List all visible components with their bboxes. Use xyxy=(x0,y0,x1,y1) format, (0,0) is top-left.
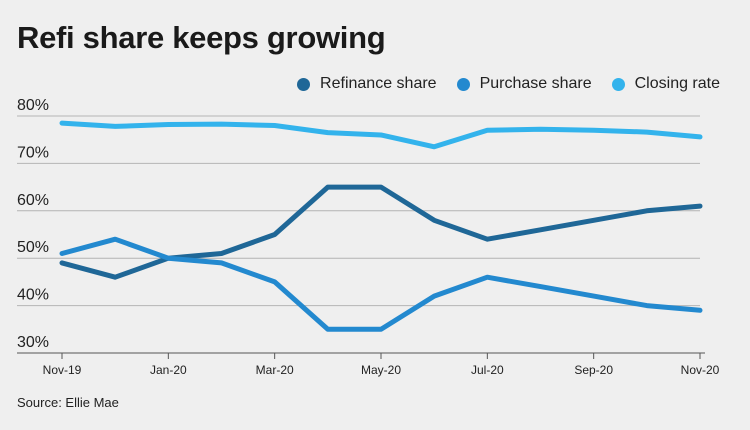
y-tick-label: 50% xyxy=(17,239,49,256)
chart-title: Refi share keeps growing xyxy=(17,20,386,55)
x-tick-label: Jul-20 xyxy=(471,363,504,377)
legend-label-refinance: Refinance share xyxy=(320,75,437,92)
legend-dot-purchase xyxy=(456,77,470,91)
series-line-closing xyxy=(59,120,703,150)
y-tick-label: 80% xyxy=(17,97,49,114)
x-tick-label: Nov-19 xyxy=(43,363,82,377)
series-line-purchase xyxy=(59,236,703,332)
y-tick-label: 60% xyxy=(17,192,49,209)
x-tick-label: May-20 xyxy=(361,363,401,377)
legend: Refinance share Purchase share Closing r… xyxy=(277,75,720,93)
y-tick-label: 70% xyxy=(17,144,49,161)
y-tick-label: 30% xyxy=(17,334,49,351)
legend-item-closing: Closing rate xyxy=(611,75,720,93)
legend-dot-refinance xyxy=(297,77,311,91)
x-tick-label: Nov-20 xyxy=(681,363,720,377)
legend-label-closing: Closing rate xyxy=(634,75,720,92)
legend-label-purchase: Purchase share xyxy=(479,75,592,92)
x-tick-label: Jan-20 xyxy=(150,363,187,377)
y-tick-label: 40% xyxy=(17,287,49,304)
legend-item-refinance: Refinance share xyxy=(297,75,437,93)
legend-dot-closing xyxy=(611,77,625,91)
source-note: Source: Ellie Mae xyxy=(17,395,119,410)
legend-item-purchase: Purchase share xyxy=(456,75,592,93)
series-line-refinance xyxy=(59,184,703,280)
x-tick-label: Sep-20 xyxy=(574,363,613,377)
x-tick-label: Mar-20 xyxy=(256,363,294,377)
